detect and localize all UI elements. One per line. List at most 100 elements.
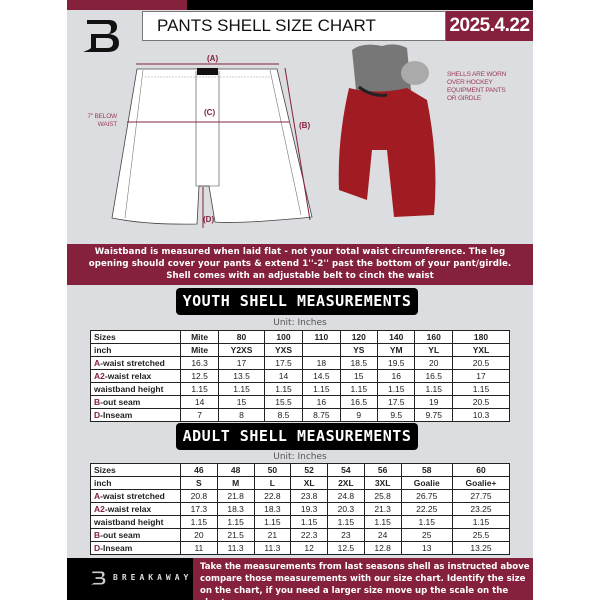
table-row: inch Mite Y2XS YXS YS YM YL YXL <box>90 343 510 357</box>
table-cell: 54 <box>327 463 365 477</box>
table-cell: 25.5 <box>452 528 510 542</box>
table-cell: 23.25 <box>452 502 510 516</box>
top-bar-accent <box>67 0 187 10</box>
measure-code: A <box>94 491 101 501</box>
youth-section-title: YOUTH SHELL MEASUREMENTS <box>176 288 418 315</box>
measure-code: D <box>94 543 101 553</box>
size-chart-page: PANTS SHELL SIZE CHART 2025.4.22 (A) (C)… <box>67 0 533 600</box>
table-cell: Goalie+ <box>452 476 510 490</box>
measure-label: inch <box>94 345 112 355</box>
table-cell: 1.15 <box>253 515 292 529</box>
table-cell: 20 <box>414 356 453 370</box>
table-cell: 14 <box>179 395 220 409</box>
footer-line: on the chart, if you need a larger size … <box>200 586 509 600</box>
table-cell: 48 <box>216 463 255 477</box>
table-row: waistband height 1.15 1.15 1.15 1.15 1.15 1.15… <box>90 515 510 529</box>
table-cell: 20.3 <box>327 502 365 516</box>
table-cell: 110 <box>302 330 341 344</box>
table-cell: 22.3 <box>290 528 328 542</box>
footer-brand-panel <box>67 558 193 600</box>
measure-label: -Inseam <box>100 543 133 553</box>
table-row: B-out seam 20 21.5 21 22.3 23 24 25 25.5 <box>90 528 510 542</box>
table-cell: 14 <box>263 369 304 383</box>
table-cell: 1.15 <box>339 382 379 396</box>
table-cell: 11.3 <box>216 541 255 555</box>
measure-label: waistband height <box>94 517 164 527</box>
measure-code: A <box>94 358 101 368</box>
table-cell: XL <box>290 476 328 490</box>
footer-line: compare those measurements with our size… <box>200 574 526 584</box>
c-note-line: WAIST <box>97 121 118 128</box>
side-note-line: EQUIPMENT PANTS <box>447 87 506 94</box>
label-a: (A) <box>207 54 219 63</box>
row-label: Sizes <box>90 463 181 477</box>
row-label: waistband height <box>90 382 181 396</box>
measure-code: B <box>94 397 101 407</box>
row-label: A-waist stretched <box>90 489 181 503</box>
table-cell: 18.3 <box>216 502 255 516</box>
top-bar <box>187 0 533 10</box>
table-cell: 16.3 <box>179 356 220 370</box>
table-cell: 11.3 <box>253 541 292 555</box>
table-cell: 13.5 <box>218 369 265 383</box>
table-cell: 26.75 <box>400 489 453 503</box>
table-cell: 80 <box>218 330 265 344</box>
table-cell: 100 <box>263 330 304 344</box>
table-cell: 17.5 <box>263 356 304 370</box>
row-label: D-Inseam <box>90 541 181 555</box>
table-cell: 1.15 <box>179 382 220 396</box>
table-cell: 1.15 <box>452 515 510 529</box>
table-cell: 10.3 <box>452 408 510 422</box>
measure-label: -out seam <box>100 530 141 540</box>
table-cell: 15.5 <box>263 395 304 409</box>
table-cell: 17.3 <box>180 502 218 516</box>
table-cell: 27.75 <box>452 489 510 503</box>
measure-label: -waist stretched <box>100 358 165 368</box>
measure-code: A2 <box>94 504 105 514</box>
table-cell: 11 <box>180 541 218 555</box>
table-cell: 17 <box>452 369 510 383</box>
table-cell <box>302 343 341 357</box>
table-cell: 24 <box>363 528 402 542</box>
table-cell: Mite <box>179 330 220 344</box>
c-note: 7'' BELOW WAIST <box>87 113 117 129</box>
measure-label: -out seam <box>100 397 141 407</box>
table-cell: 1.15 <box>218 382 265 396</box>
table-cell: 8.75 <box>302 408 341 422</box>
table-row: A2-waist relax 12.5 13.5 14 14.5 15 16 16.5 17 <box>90 369 510 383</box>
footer-instructions: Take the measurements from last seasons … <box>193 558 533 600</box>
table-cell: YL <box>414 343 453 357</box>
table-cell: 15 <box>339 369 379 383</box>
measurement-note-banner: Waistband is measured when laid flat - n… <box>67 244 533 285</box>
table-cell: 8.5 <box>263 408 304 422</box>
table-cell: 1.15 <box>400 515 453 529</box>
table-cell: 50 <box>253 463 292 477</box>
table-cell: 17.5 <box>377 395 416 409</box>
table-cell: 13.25 <box>452 541 510 555</box>
table-cell: 24.8 <box>327 489 365 503</box>
table-cell: 1.15 <box>290 515 328 529</box>
adult-unit-label: Unit: Inches <box>273 452 327 462</box>
table-cell: 16.5 <box>414 369 453 383</box>
measure-code: A2 <box>94 371 105 381</box>
row-label: inch <box>90 476 181 490</box>
table-cell: 21.5 <box>216 528 255 542</box>
row-label: A2-waist relax <box>90 369 181 383</box>
table-cell: 1.15 <box>327 515 365 529</box>
table-cell: 20.8 <box>180 489 218 503</box>
footer-line: Take the measurements from last seasons … <box>200 562 530 572</box>
table-cell: 2XL <box>327 476 365 490</box>
table-row: waistband height 1.15 1.15 1.15 1.15 1.15 1.15… <box>90 382 510 396</box>
table-cell: 21.3 <box>363 502 402 516</box>
shorts-diagram <box>111 44 436 228</box>
banner-line: Shell comes with an adjustable belt to c… <box>166 271 434 281</box>
row-label: B-out seam <box>90 395 181 409</box>
breakaway-logo-icon <box>83 20 119 52</box>
measure-label: Sizes <box>94 465 116 475</box>
table-cell: 19.3 <box>290 502 328 516</box>
table-cell: 17 <box>218 356 265 370</box>
table-cell: 1.15 <box>302 382 341 396</box>
table-cell: 9.5 <box>377 408 416 422</box>
table-row: D-Inseam 7 8 8.5 8.75 9 9.5 9.75 10.3 <box>90 408 510 422</box>
date-badge: 2025.4.22 <box>446 11 533 41</box>
